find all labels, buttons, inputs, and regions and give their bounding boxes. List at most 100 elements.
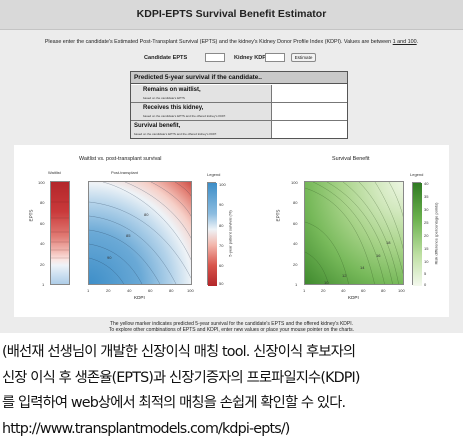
right-x-tick: 20 xyxy=(321,288,326,293)
footer-note: The yellow marker indicates predicted 5-… xyxy=(109,321,354,327)
result-value xyxy=(273,121,347,138)
charts-area: Waitlist vs. post-transplant survival Wa… xyxy=(14,145,449,317)
right-x-tick: 80 xyxy=(381,288,386,293)
left-contour-label: 80 xyxy=(144,212,149,217)
right-chart-title: Survival Benefit xyxy=(332,156,370,162)
right-x-tick: 40 xyxy=(341,288,346,293)
left-legend-tick: 90 xyxy=(219,202,224,207)
right-contour-label: 10 xyxy=(324,280,329,285)
posttransplant-label: Post-transplant xyxy=(111,170,138,175)
left-legend-tick: 70 xyxy=(219,243,224,248)
left-y-axis-label: EPTS xyxy=(28,209,34,222)
epts-label: Candidate EPTS xyxy=(144,55,188,61)
left-y-tick: 20 xyxy=(40,262,45,267)
waitlist-panel[interactable] xyxy=(50,181,70,285)
left-legend-tick: 100 xyxy=(219,182,226,187)
right-y-tick: 40 xyxy=(293,241,298,246)
result-label-cell: Receives this kidney, based on the candi… xyxy=(131,103,272,120)
caption-line: (배선재 선생님이 개발한 신장이식 매칭 tool. 신장이식 후보자의 xyxy=(2,344,356,360)
left-chart-title: Waitlist vs. post-transplant survival xyxy=(79,156,162,162)
right-y-tick: 100 xyxy=(291,180,298,185)
right-legend-tick: 5 xyxy=(424,271,427,276)
right-legend-title: Legend xyxy=(410,172,424,177)
result-label: Remains on waitlist, xyxy=(143,87,201,93)
title-banner: KDPI-EPTS Survival Benefit Estimator xyxy=(0,0,463,30)
posttransplant-contour-graphic xyxy=(89,182,191,284)
instructions-text: Please enter the candidate's Estimated P… xyxy=(44,39,393,45)
results-table: Predicted 5-year survival if the candida… xyxy=(130,71,348,139)
left-y-tick: 40 xyxy=(40,241,45,246)
left-legend-tick: 50 xyxy=(219,281,224,286)
left-legend-tick: 80 xyxy=(219,223,224,228)
right-legend-gradient xyxy=(413,183,422,286)
result-sublabel: based on the candidate's EPTS and the of… xyxy=(134,132,217,136)
posttransplant-panel[interactable] xyxy=(88,181,192,285)
left-y-tick: 60 xyxy=(40,221,45,226)
result-value xyxy=(273,103,347,120)
left-x-tick: 60 xyxy=(148,288,153,293)
app-title: KDPI-EPTS Survival Benefit Estimator xyxy=(136,8,327,20)
caption-line: http://www.transplantmodels.com/kdpi-ept… xyxy=(2,420,290,437)
right-x-tick: 60 xyxy=(361,288,366,293)
right-x-tick: 100 xyxy=(398,288,405,293)
right-legend-tick: 15 xyxy=(424,246,429,251)
result-sublabel: based on the candidate's EPTS xyxy=(143,96,185,100)
result-sublabel: based on the candidate's EPTS and the of… xyxy=(143,114,226,118)
range-link[interactable]: 1 and 100 xyxy=(392,39,417,45)
right-x-tick: 1 xyxy=(303,288,306,293)
right-x-axis-label: KDPI xyxy=(348,295,359,300)
right-legend-tick: 20 xyxy=(424,233,429,238)
result-row-benefit: Survival benefit, based on the candidate… xyxy=(131,121,347,139)
right-legend-tick: 25 xyxy=(424,220,429,225)
right-legend-tick: 0 xyxy=(424,282,427,287)
caption-line: 신장 이식 후 생존율(EPTS)과 신장기증자의 프로파일지수(KDPI) xyxy=(2,369,360,386)
right-contour-label: 16 xyxy=(376,253,381,258)
left-x-axis-label: KDPI xyxy=(134,295,145,300)
waitlist-label: Waitlist xyxy=(48,170,61,175)
left-x-tick: 100 xyxy=(187,288,194,293)
right-legend-tick: 35 xyxy=(424,194,429,199)
right-y-axis-label: EPTS xyxy=(275,209,281,222)
left-legend-tick: 60 xyxy=(219,263,224,268)
right-y-tick: 20 xyxy=(293,262,298,267)
right-y-tick: 1 xyxy=(295,282,298,287)
left-x-tick: 40 xyxy=(127,288,132,293)
right-contour-label: 14 xyxy=(360,265,365,270)
right-legend-axis-label: Risk difference (percentage points) xyxy=(433,202,439,265)
right-legend-tick: 30 xyxy=(424,207,429,212)
right-legend-tick: 40 xyxy=(424,181,429,186)
right-y-tick: 60 xyxy=(293,221,298,226)
left-contour-label: 90 xyxy=(107,255,112,260)
epts-input[interactable] xyxy=(205,53,225,62)
instructions-end: . xyxy=(416,39,419,45)
left-legend-gradient xyxy=(208,183,217,286)
kdpi-label: Kidney KDPI xyxy=(234,55,268,61)
right-y-tick: 80 xyxy=(293,200,298,205)
survival-benefit-panel[interactable] xyxy=(304,181,404,285)
left-x-tick: 1 xyxy=(87,288,90,293)
result-label-cell: Remains on waitlist, based on the candid… xyxy=(131,85,272,102)
app-screenshot: KDPI-EPTS Survival Benefit Estimator Ple… xyxy=(0,0,463,333)
waitlist-gradient-graphic xyxy=(51,182,69,284)
left-x-tick: 20 xyxy=(106,288,111,293)
result-row-waitlist: Remains on waitlist, based on the candid… xyxy=(131,85,347,103)
estimate-button[interactable]: Estimate xyxy=(291,53,316,62)
left-contour-label: 85 xyxy=(126,233,131,238)
left-legend-axis-label: 5-year patient survival (%) xyxy=(227,210,233,257)
right-contour-label: 12 xyxy=(342,273,347,278)
result-label-cell: Survival benefit, based on the candidate… xyxy=(131,121,272,138)
left-y-tick: 80 xyxy=(40,200,45,205)
footer-note: To explore other combinations of EPTS an… xyxy=(108,327,355,333)
left-y-tick: 1 xyxy=(42,282,45,287)
result-label: Survival benefit, xyxy=(134,123,181,129)
result-label: Receives this kidney, xyxy=(143,105,204,111)
figure-caption: (배선재 선생님이 개발한 신장이식 매칭 tool. 신장이식 후보자의 신장… xyxy=(2,340,462,442)
survival-benefit-contour-graphic xyxy=(305,182,403,284)
kdpi-input[interactable] xyxy=(265,53,285,62)
result-value xyxy=(273,85,347,102)
right-contour-label: 18 xyxy=(386,240,391,245)
right-legend-bar xyxy=(412,182,422,286)
left-x-tick: 80 xyxy=(169,288,174,293)
left-y-tick: 100 xyxy=(38,180,45,185)
left-legend-title: Legend xyxy=(207,172,221,177)
